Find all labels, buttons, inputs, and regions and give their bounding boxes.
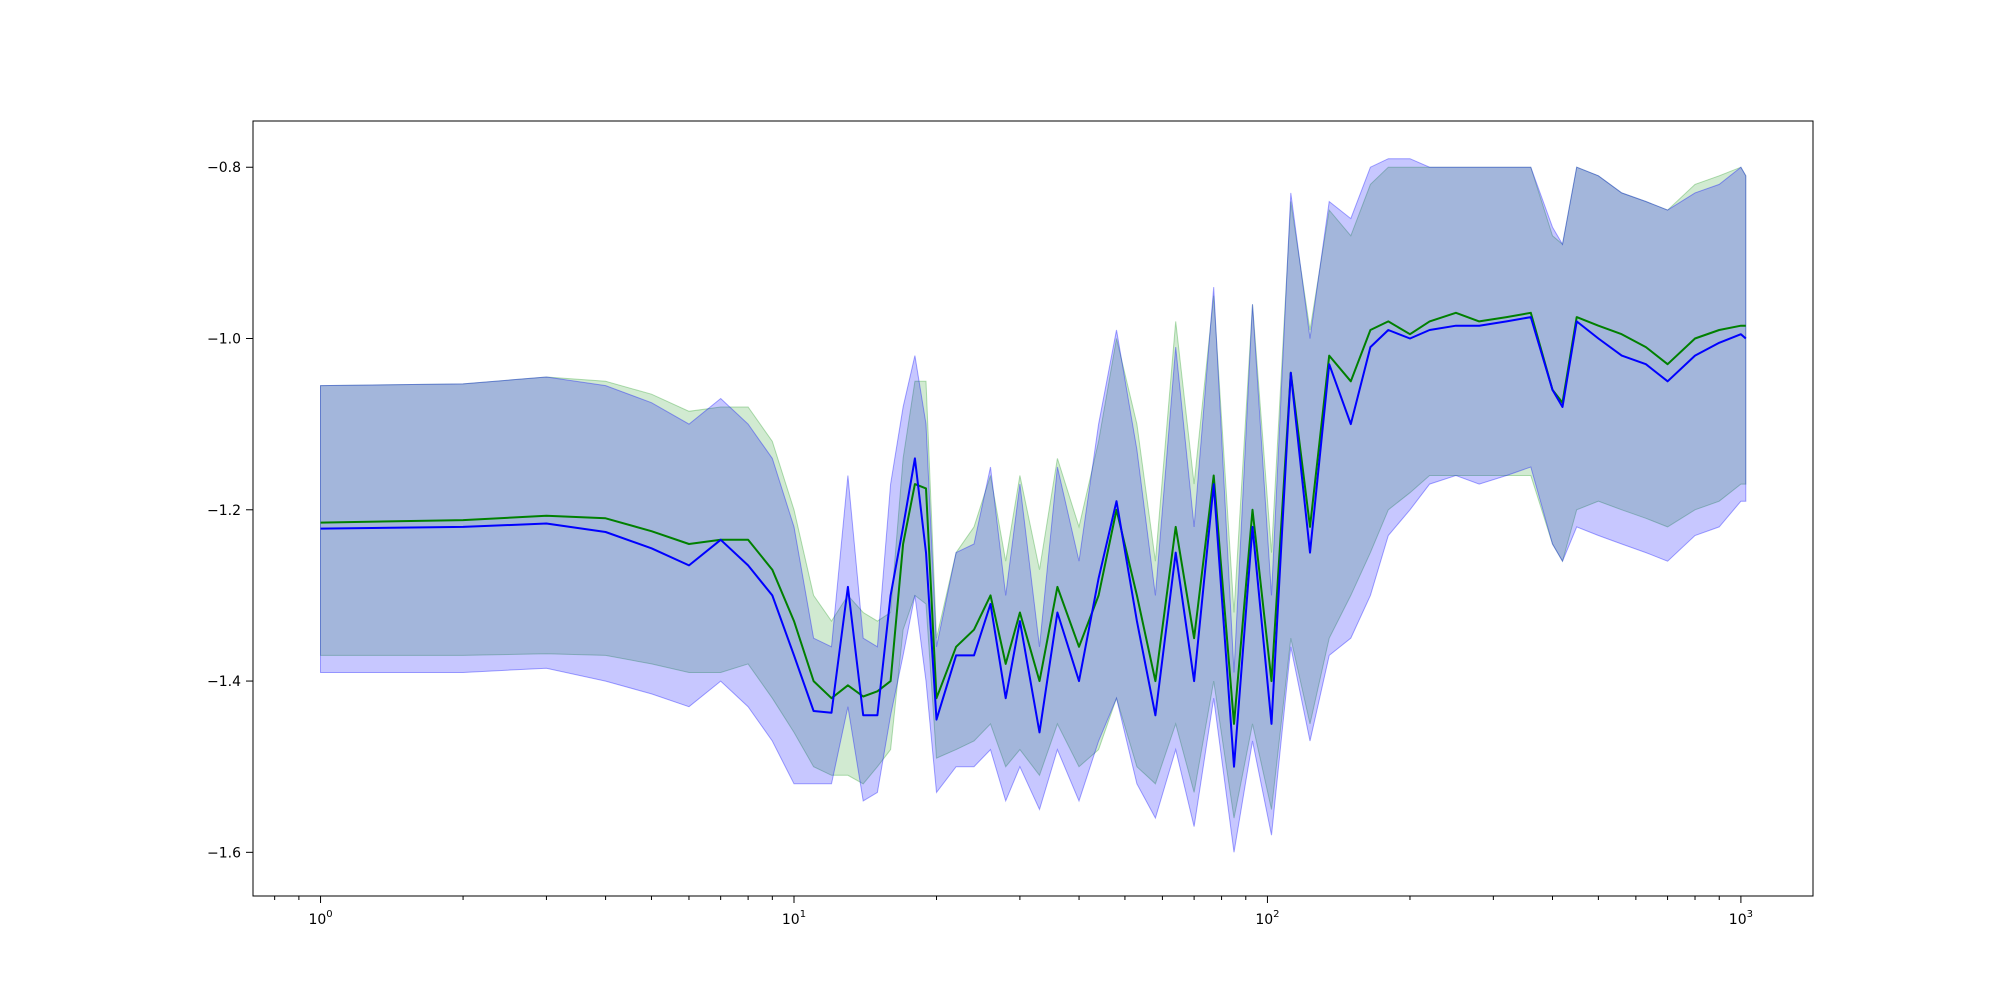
y-tick-label: −0.8	[207, 160, 241, 176]
confidence-bands	[320, 158, 1747, 853]
y-tick-label: −1.4	[207, 674, 241, 690]
x-tick-label: 103	[1729, 909, 1753, 928]
x-tick-label: 101	[782, 909, 806, 928]
x-tick-label: 100	[308, 909, 332, 928]
band-series-2	[320, 158, 1747, 853]
series-lines	[320, 311, 1747, 768]
y-tick-label: −1.0	[207, 332, 241, 348]
y-tick-label: −1.6	[207, 845, 241, 861]
x-axis: 100 101 102 103	[274, 896, 1753, 928]
plot-frame	[252, 120, 1814, 897]
x-tick-label: 102	[1255, 909, 1279, 928]
y-tick-label: −1.2	[207, 503, 241, 519]
y-axis: −0.8 −1.0 −1.2 −1.4 −1.6	[207, 160, 253, 861]
line-series-2	[320, 316, 1747, 768]
